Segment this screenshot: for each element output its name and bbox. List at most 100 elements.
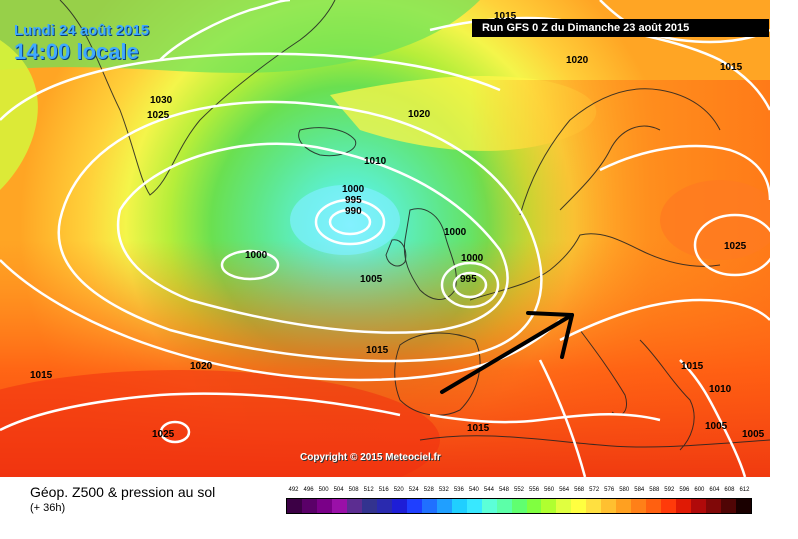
scale-swatch [376,499,392,513]
map-canvas: 1015 1020 1015 1030 1025 1020 1010 1000 … [0,0,770,477]
scale-swatch [721,499,737,513]
pressure-label: 1000 [461,253,484,264]
scale-label: 576 [604,487,615,493]
pressure-label: 995 [460,274,477,285]
forecast-range: (+ 36h) [30,502,66,514]
pressure-label: 1020 [408,109,431,120]
scale-swatch [616,499,632,513]
scale-swatch [736,499,752,513]
pressure-label: 1015 [720,62,743,73]
pressure-label: 1015 [494,11,517,22]
scale-swatch [331,499,347,513]
run-info-banner: Run GFS 0 Z du Dimanche 23 août 2015 [472,19,769,37]
pressure-label: 1025 [147,110,170,121]
weather-map: 1015 1020 1015 1030 1025 1020 1010 1000 … [0,0,770,477]
pressure-label: 1020 [190,361,213,372]
scale-label: 504 [333,487,344,493]
scale-swatch [571,499,587,513]
scale-label: 556 [529,487,540,493]
pressure-label: 1010 [709,384,732,395]
scale-swatch [646,499,662,513]
pressure-label: 1005 [705,421,728,432]
scale-swatch [631,499,647,513]
copyright-text: Copyright © 2015 Meteociel.fr [300,452,441,463]
scale-swatch [316,499,332,513]
scale-swatch [466,499,482,513]
isobars [0,0,770,477]
scale-label: 596 [679,487,690,493]
forecast-date: Lundi 24 août 2015 [14,22,150,39]
scale-label: 528 [423,487,434,493]
map-title: Géop. Z500 & pression au sol [30,484,216,500]
annotation-arrow [440,311,574,394]
scale-label: 544 [483,487,494,493]
forecast-time: 14:00 locale [14,39,139,64]
pressure-label: 1015 [681,361,704,372]
scale-label: 564 [559,487,570,493]
pressure-label: 1030 [150,95,173,106]
color-scale-labels: 492 496 500 504 508 512 516 520 524 528 532 536 540 5… [283,487,753,497]
scale-swatch [526,499,542,513]
scale-label: 524 [408,487,419,493]
scale-swatch [541,499,557,513]
scale-label: 580 [619,487,630,493]
scale-label: 572 [589,487,600,493]
pressure-label-group: 1015 1020 1015 1030 1025 1020 1010 1000 … [30,11,765,440]
scale-swatch [361,499,377,513]
scale-swatch [676,499,692,513]
pressure-label: 1000 [245,250,268,261]
scale-label: 512 [363,487,374,493]
pressure-label: 1015 [467,423,490,434]
pressure-label: 1020 [566,55,589,66]
scale-label: 588 [649,487,660,493]
pressure-label: 995 [345,195,362,206]
scale-label: 500 [318,487,329,493]
scale-swatch [706,499,722,513]
right-margin [770,0,798,477]
scale-swatch [496,499,512,513]
scale-label: 600 [694,487,705,493]
scale-label: 496 [303,487,314,493]
scale-swatch [661,499,677,513]
scale-label: 584 [634,487,645,493]
scale-swatch [287,499,302,513]
pressure-label: 1005 [742,429,765,440]
scale-swatch [601,499,617,513]
scale-label: 532 [438,487,449,493]
scale-swatch [346,499,362,513]
pressure-label: 1015 [30,370,53,381]
scale-label: 612 [739,487,750,493]
pressure-label: 1005 [360,274,383,285]
scale-swatch [511,499,527,513]
scale-swatch [391,499,407,513]
pressure-label: 1015 [366,345,389,356]
pressure-label: 1010 [364,156,387,167]
scale-label: 536 [453,487,464,493]
scale-swatch [421,499,437,513]
scale-label: 560 [544,487,555,493]
scale-label: 540 [468,487,479,493]
scale-swatch [406,499,422,513]
scale-swatch [481,499,497,513]
scale-label: 508 [348,487,359,493]
scale-swatch [451,499,467,513]
scale-swatch [691,499,707,513]
scale-label: 548 [498,487,509,493]
pressure-label: 1000 [342,184,365,195]
scale-label: 604 [709,487,720,493]
scale-label: 592 [664,487,675,493]
scale-swatch [556,499,572,513]
scale-label: 552 [513,487,524,493]
pressure-label: 1000 [444,227,467,238]
scale-swatch [436,499,452,513]
scale-swatch [586,499,602,513]
pressure-label: 1025 [152,429,175,440]
scale-label: 520 [393,487,404,493]
scale-label: 492 [288,487,299,493]
pressure-label: 1025 [724,241,747,252]
scale-label: 516 [378,487,389,493]
scale-label: 568 [574,487,585,493]
pressure-label: 990 [345,206,362,217]
color-scale-bar [286,498,752,514]
scale-label: 608 [724,487,735,493]
